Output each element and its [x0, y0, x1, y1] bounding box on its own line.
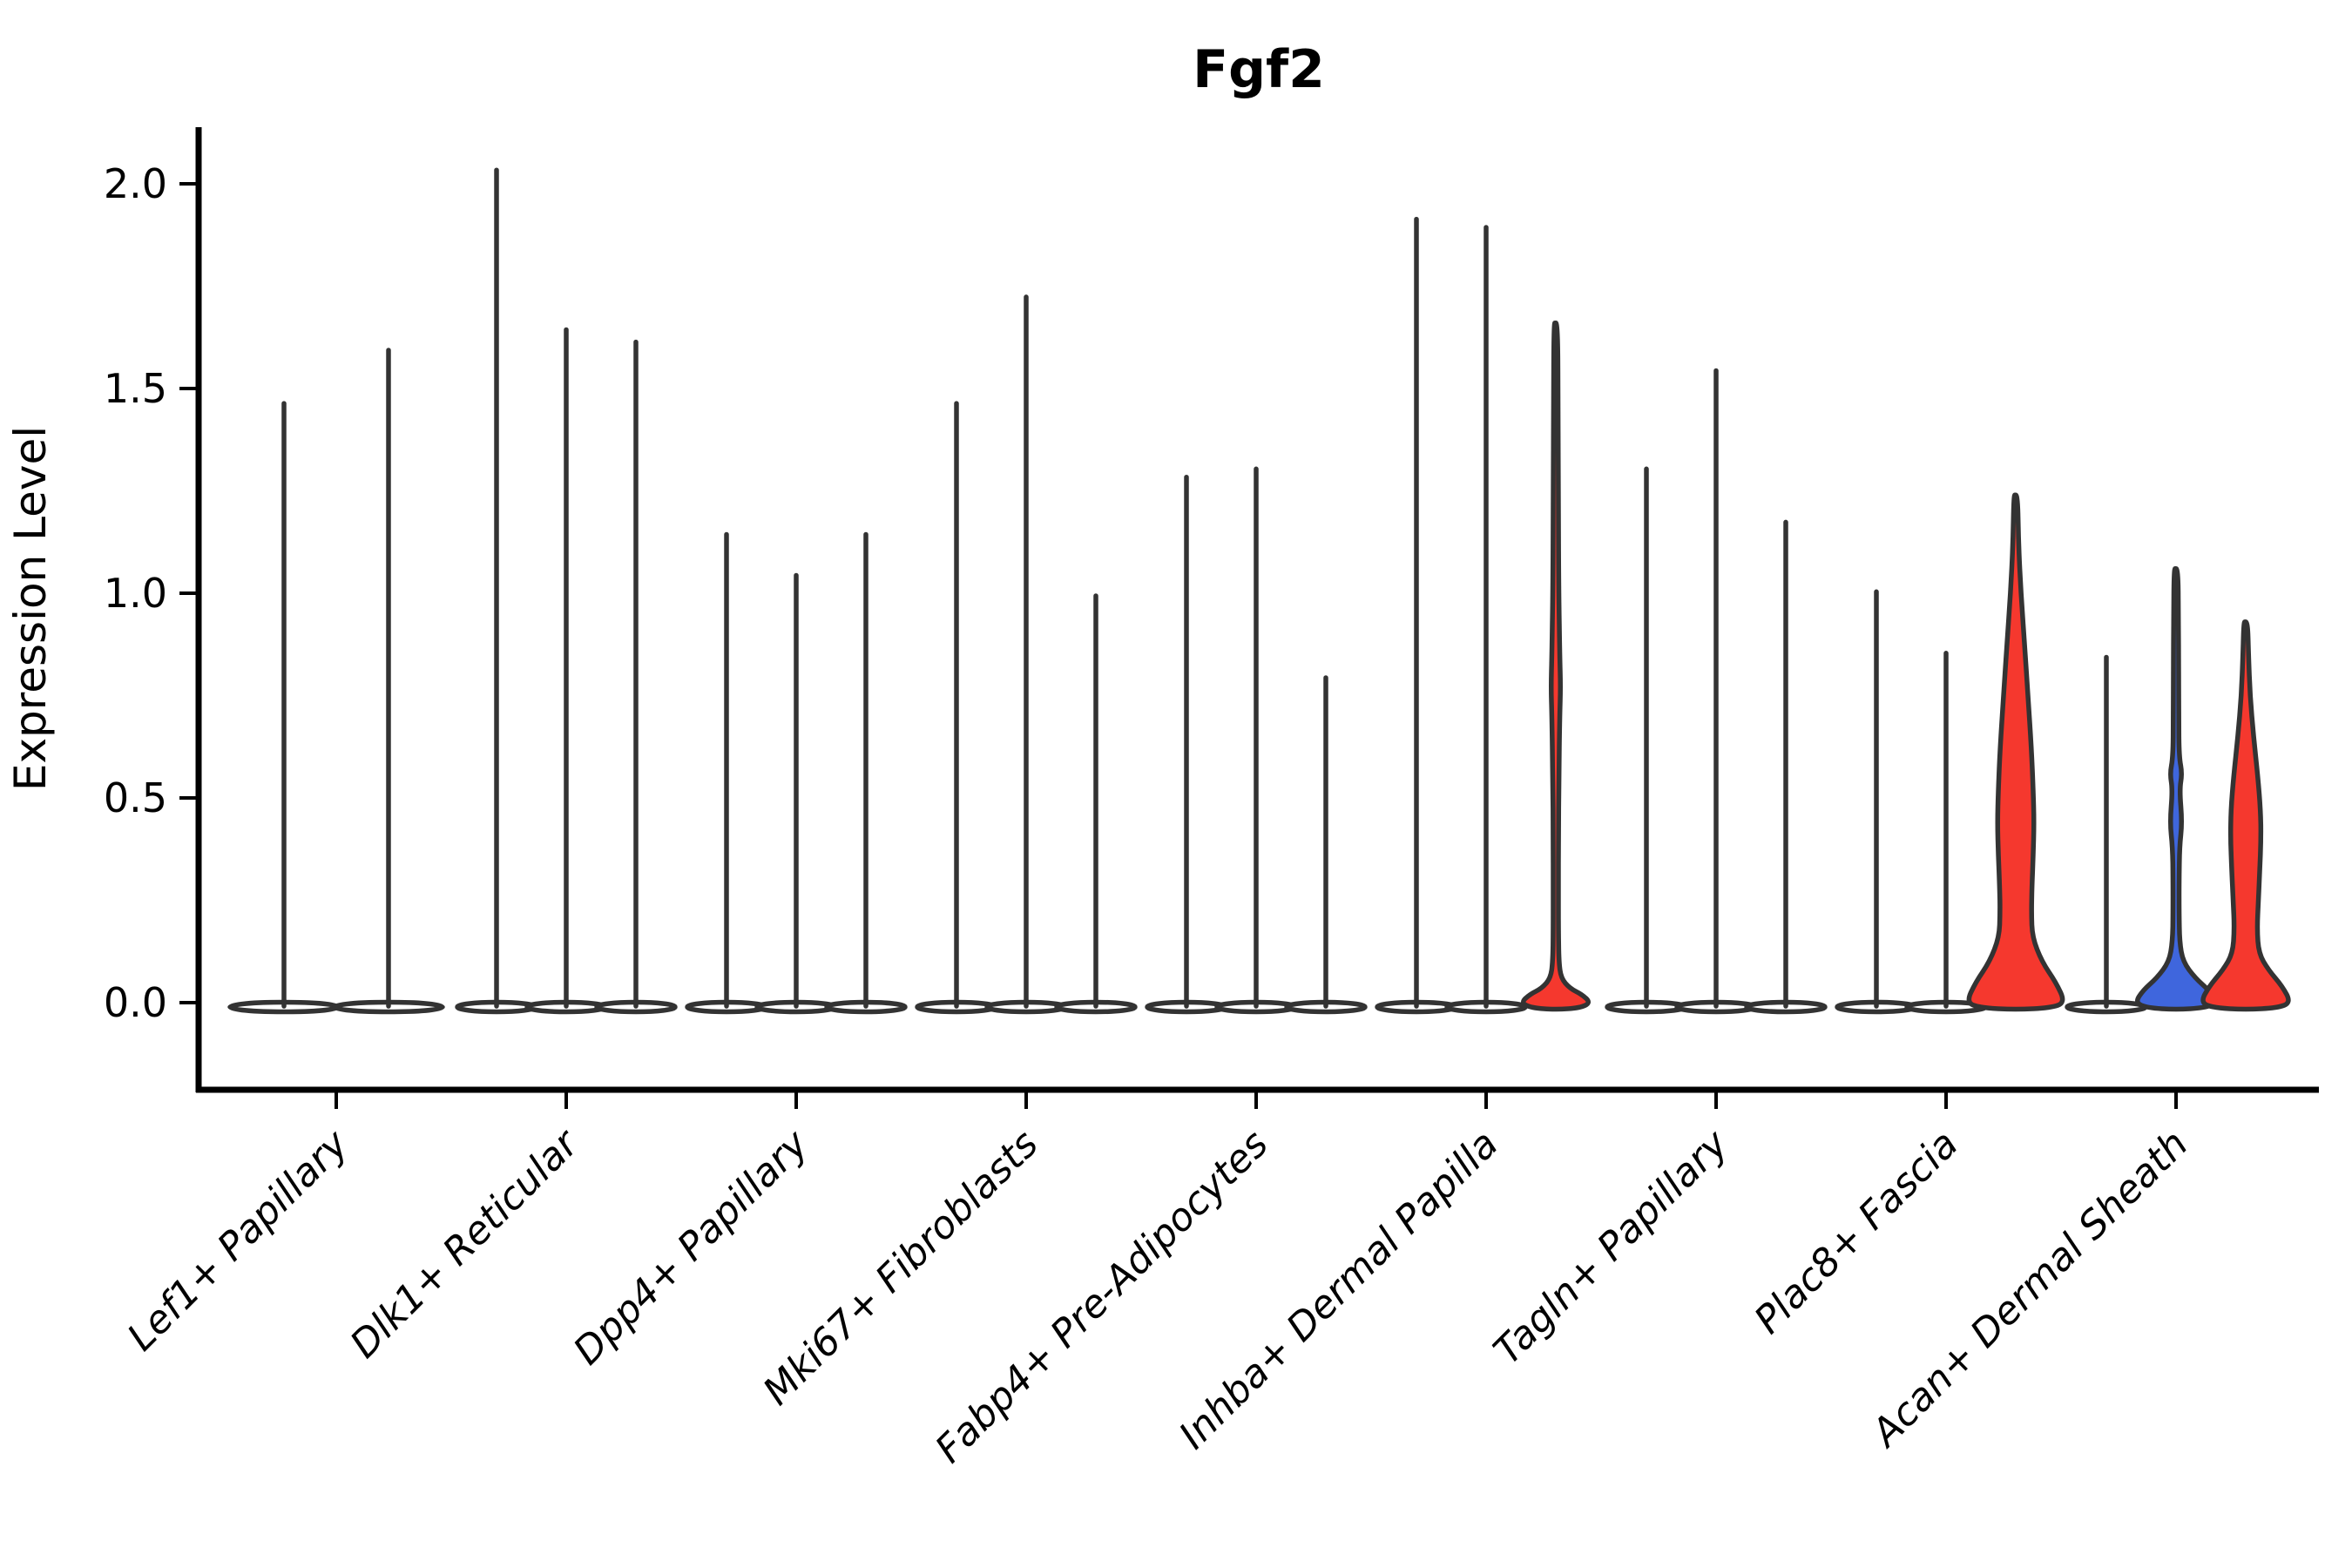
chart-title: Fgf2 [1193, 39, 1325, 100]
y-tick-label: 0.0 [104, 979, 167, 1026]
y-tick-label: 0.5 [104, 774, 167, 821]
violin-shape-blue [2135, 566, 2217, 1012]
y-tick-label: 1.0 [104, 570, 167, 617]
violin-shape-red [2200, 619, 2291, 1012]
y-tick-label: 1.5 [104, 365, 167, 412]
violin-shape-red [1521, 321, 1591, 1012]
y-tick-label: 2.0 [104, 160, 167, 207]
violin-shape-red [1966, 492, 2065, 1012]
y-axis-label: Expression Level [5, 426, 56, 791]
